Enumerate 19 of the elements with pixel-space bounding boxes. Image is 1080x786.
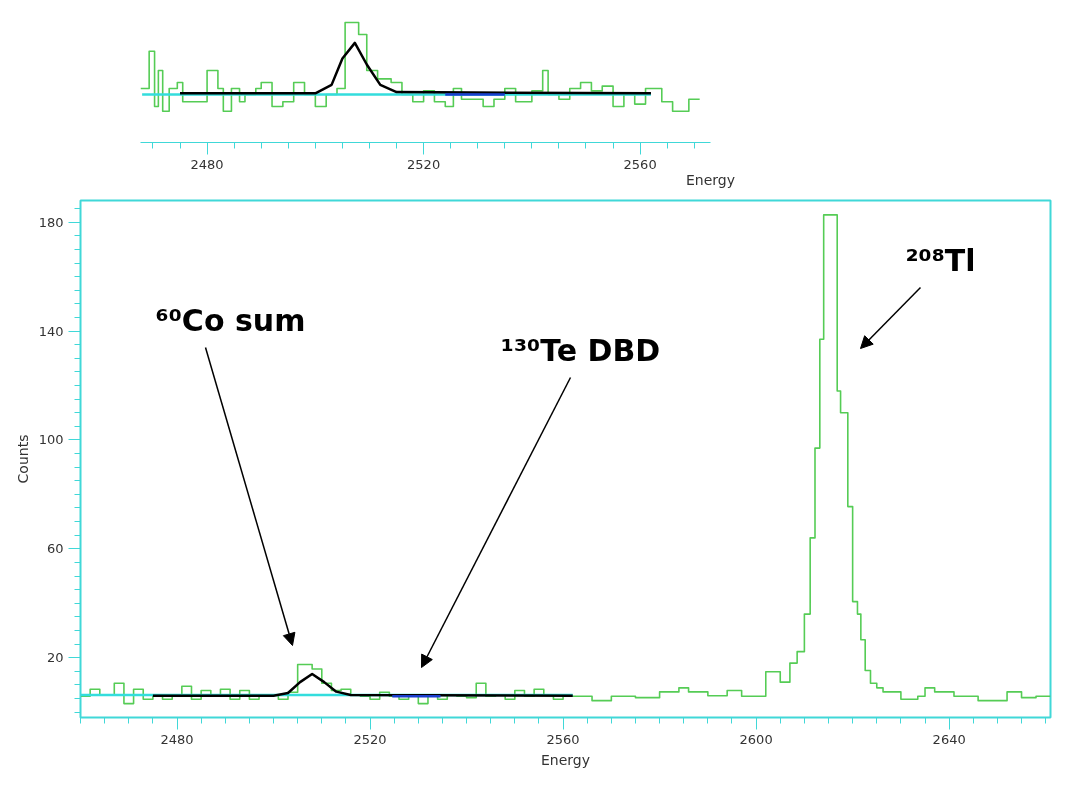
x-tick-label: 2480 [190,156,224,172]
x-axis-title: Energy [685,171,736,188]
x-tick-label: 2520 [353,731,387,747]
y-tick-label: 100 [38,432,64,448]
x-tick-label: 2600 [739,731,773,747]
y-tick-label: 60 [46,541,64,557]
y-axis-title: Counts [14,434,31,484]
x-tick-label: 2480 [160,731,194,747]
x-axis-title: Energy [540,751,591,768]
x-tick-label: 2520 [407,156,441,172]
x-tick-label: 2560 [546,731,580,747]
x-tick-label: 2640 [932,731,966,747]
annotation: ⁶⁰Co sum [155,302,306,338]
y-tick-label: 180 [38,214,64,230]
annotation: ²⁰⁸Tl [905,242,976,278]
x-tick-label: 2560 [623,156,657,172]
annotation: ¹³⁰Te DBD [500,332,661,368]
y-tick-label: 140 [38,323,64,339]
y-tick-label: 20 [46,650,64,666]
